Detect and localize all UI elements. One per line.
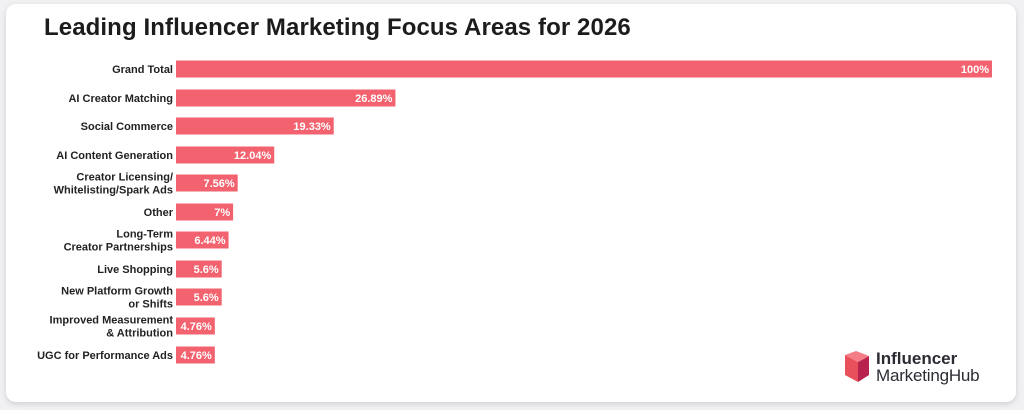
logo-text-line1: Influencer xyxy=(876,349,958,368)
logo-text-line2: MarketingHub xyxy=(876,366,980,385)
value-label: 7.56% xyxy=(203,178,234,190)
chart-title: Leading Influencer Marketing Focus Areas… xyxy=(44,14,631,41)
value-label: 12.04% xyxy=(234,150,272,162)
category-label: Live Shopping xyxy=(97,264,173,276)
value-label: 100% xyxy=(961,64,989,76)
value-label: 4.76% xyxy=(181,321,212,333)
value-label: 19.33% xyxy=(293,121,331,133)
category-label: Long-Term Creator Partnerships xyxy=(64,229,174,254)
category-label: AI Content Generation xyxy=(56,150,173,162)
bar xyxy=(176,174,238,192)
category-label: Social Commerce xyxy=(81,121,173,133)
category-label: Other xyxy=(144,207,174,219)
value-label: 5.6% xyxy=(194,264,219,276)
bar xyxy=(176,60,992,78)
influencer-marketing-hub-logo: Influencer MarketingHub xyxy=(842,347,980,387)
bar xyxy=(176,288,222,306)
bar xyxy=(176,346,215,364)
value-label: 5.6% xyxy=(194,292,219,304)
bar xyxy=(176,117,334,135)
category-label: New Platform Growth or Shifts xyxy=(61,286,173,311)
value-label: 7% xyxy=(214,207,230,219)
bar xyxy=(176,231,229,249)
category-label: UGC for Performance Ads xyxy=(37,350,173,362)
bar xyxy=(176,89,396,107)
category-label: Improved Measurement & Attribution xyxy=(50,315,174,340)
category-label: AI Creator Matching xyxy=(68,93,173,105)
value-label: 26.89% xyxy=(355,93,393,105)
category-label: Creator Licensing/Whitelisting/Spark Ads xyxy=(54,172,173,197)
bar xyxy=(176,260,222,278)
bar xyxy=(176,146,275,164)
bar xyxy=(176,203,234,221)
category-label: Grand Total xyxy=(112,64,173,76)
value-label: 6.44% xyxy=(194,235,225,247)
logo-mark-icon xyxy=(845,351,869,382)
value-label: 4.76% xyxy=(181,350,212,362)
bar xyxy=(176,317,215,335)
